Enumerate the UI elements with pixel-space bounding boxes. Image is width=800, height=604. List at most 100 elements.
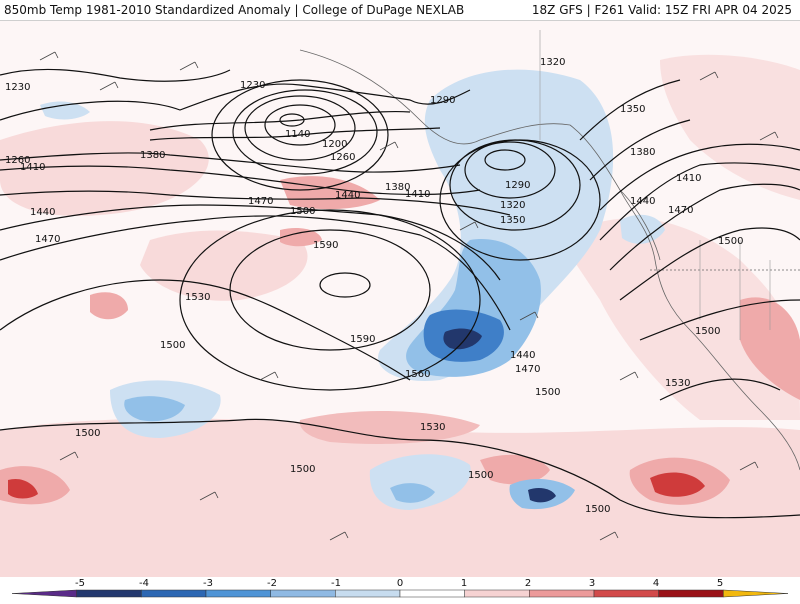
height-contour-label: 1410 [20,162,45,173]
contour-1350-gulf [439,139,601,261]
height-contour-label: 1500 [160,340,185,351]
contour-1320-east [579,79,681,141]
wind-barb [179,61,199,71]
wind-barb [699,71,719,81]
colorbar-tick-label: 0 [397,578,403,589]
colorbar-swatch [11,589,77,598]
us-west-coastline [689,329,800,471]
cold-anomaly-region [528,488,556,503]
colorbar-swatch [529,589,595,598]
map-header: 850mb Temp 1981-2010 Standardized Anomal… [0,0,800,21]
contour-1500 [0,215,511,331]
colorbar-swatch [76,589,142,598]
anomaly-map[interactable]: 1230 1230 1290 1320 1350 1380 1290 1320 1350 1380… [0,21,800,577]
height-contour-label: 1260 [5,155,30,166]
wind-barb [199,491,219,501]
height-contour-label: 1320 [540,57,565,68]
height-contour-label: 1560 [405,369,430,380]
height-contour-label: 1290 [430,95,455,106]
cold-anomaly-region [124,396,185,422]
height-contour-label: 1200 [322,139,347,150]
height-contour-label: 1380 [630,147,655,158]
colorbar-tick-label: -3 [203,578,213,589]
wind-barb [599,531,619,541]
contour-1290 [0,83,471,121]
wind-barb [739,461,759,471]
height-contour-label: 1440 [30,207,55,218]
height-contour-label: 1500 [75,428,100,439]
contour-1590-inner [319,272,371,298]
colorbar-tick-label: 5 [717,578,723,589]
contour-1290-gulf [464,141,556,199]
contour-1530-east [659,378,781,401]
cold-anomaly-region [390,483,435,503]
warm-anomaly-region [90,292,128,320]
wind-barb [619,371,639,381]
colorbar-swatch [658,589,724,598]
contour-1440-east [609,183,800,271]
cold-anomaly-region [40,101,90,120]
contour-1380 [0,152,461,173]
colorbar-swatch [464,589,530,598]
contour-1320 [149,110,411,131]
colorbar-tick-label: 3 [589,578,595,589]
warm-anomaly-region [660,54,800,200]
height-contour-label: 1470 [668,205,693,216]
height-contour-label: 1290 [505,180,530,191]
coastlines [299,30,800,471]
cold-anomaly-region [620,214,665,244]
contour-1380-east [599,143,800,211]
height-contour-label: 1530 [420,422,445,433]
colorbar-tick-label: 1 [461,578,467,589]
state-borders [699,240,771,340]
warm-anomaly-region [280,176,380,210]
alaska-coastline [299,49,661,261]
height-contour-label: 1320 [500,200,525,211]
colorbar-tick-label: -1 [331,578,341,589]
contour-1230 [0,68,231,82]
contour-1530 [0,279,411,381]
contour-1170 [244,95,356,161]
height-contour-label: 1500 [585,504,610,515]
height-contour-label: 1530 [665,378,690,389]
contour-1230 [211,79,389,191]
cold-anomaly-region [378,69,614,381]
height-contour-label: 1500 [718,236,743,247]
height-contour-label: 1410 [405,189,430,200]
height-contours [0,68,800,519]
height-contour-label: 1590 [313,240,338,251]
wind-barb [59,451,79,461]
height-contour-label: 1500 [695,326,720,337]
colorbar-tick-label: 4 [653,578,659,589]
contour-1140 [264,104,336,146]
warm-anomaly-region [650,472,705,497]
colorbar-swatch [335,589,401,598]
colorbar-swatch [593,589,659,598]
colorbar-swatch [270,589,336,598]
height-contour-label: 1470 [515,364,540,375]
contour-1200 [232,89,378,175]
map-svg: 1230 1230 1290 1320 1350 1380 1290 1320 1350 1380… [0,30,800,577]
wind-barb [759,131,779,141]
contour-1500-east [639,299,800,341]
colorbar-tick-label: -2 [267,578,277,589]
height-contour-label: 1440 [335,190,360,201]
contour-1560 [179,209,481,391]
contour-1440 [0,190,511,216]
height-contour-label: 1380 [140,150,165,161]
contour-1410 [0,165,481,196]
wind-barb [39,51,59,61]
model-run-info: 18Z GFS | F261 Valid: 15Z FRI APR 04 202… [531,3,792,17]
warm-anomaly-region [299,410,480,445]
warm-anomaly-region [8,478,38,499]
wind-barb [379,141,399,151]
anomaly-shading [0,54,800,577]
bc-coastline [619,189,691,331]
colorbar-tick-label: -5 [75,578,85,589]
contour-1410-east [599,162,800,241]
wind-barb [329,531,349,541]
colorbar-swatch [141,589,207,598]
colorbar: -5 -4 -3 -2 -1 0 1 2 3 4 5 [0,577,800,600]
warm-anomaly-region [280,228,322,247]
contour-1470-east [619,227,800,301]
